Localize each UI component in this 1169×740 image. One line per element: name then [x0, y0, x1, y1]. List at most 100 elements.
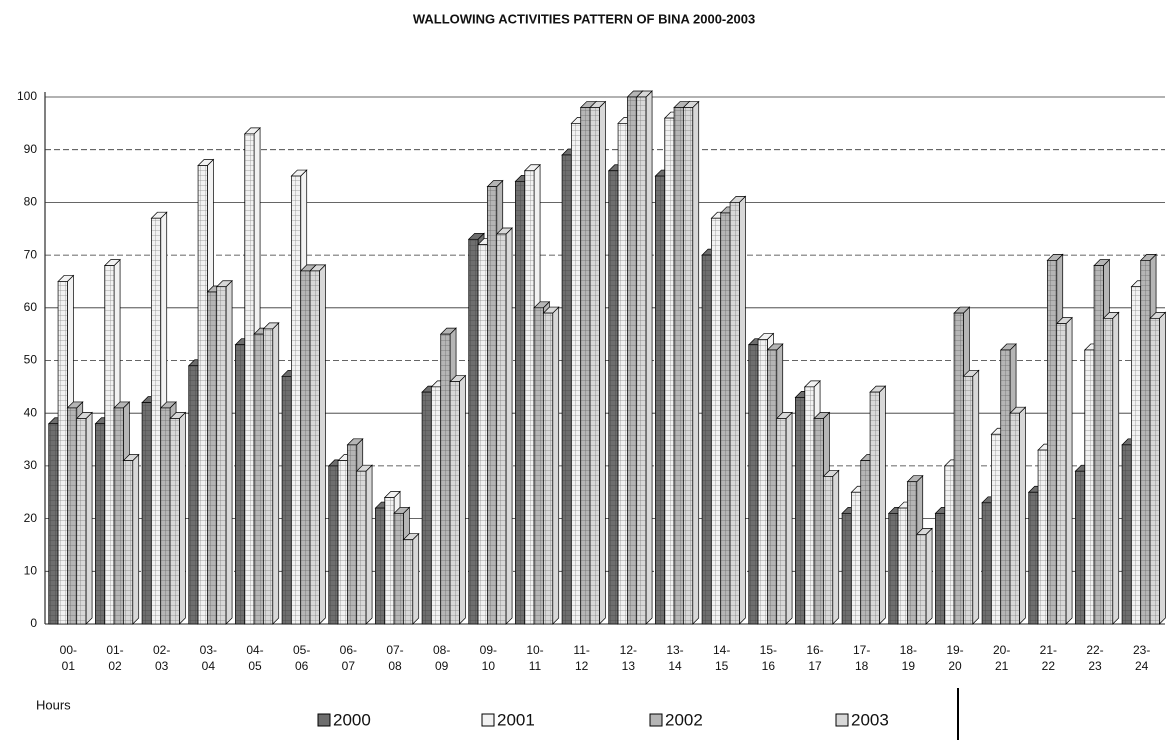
x-tick-label: 06- 07 [339, 643, 357, 673]
y-tick-label: 10 [24, 563, 38, 577]
bar-texture [664, 118, 675, 624]
y-tick-label: 50 [24, 353, 38, 367]
bar-side [412, 532, 420, 625]
bar-texture [468, 239, 479, 625]
bar-side [459, 374, 466, 625]
legend-swatch [481, 713, 495, 727]
bar-texture [795, 397, 805, 624]
bar-side [645, 90, 653, 625]
bar-side [225, 279, 233, 625]
x-tick-label: 22- 23 [1086, 643, 1104, 673]
x-tick-label: 19- 20 [946, 643, 964, 673]
bar-texture [356, 471, 367, 624]
bar-texture [1038, 450, 1048, 624]
legend-label: 2002 [665, 710, 703, 729]
bar-side [85, 411, 93, 625]
x-tick-label: 02- 03 [152, 643, 171, 673]
bar-texture [198, 165, 208, 624]
bar-texture [758, 339, 768, 624]
bar-side [179, 411, 186, 625]
bar-texture [244, 133, 255, 624]
bar-texture [944, 465, 955, 624]
bar-texture [608, 170, 619, 624]
bar-texture [67, 407, 77, 624]
x-tick-label: 14- 15 [712, 643, 731, 673]
bar-texture [1000, 349, 1011, 624]
x-tick-label: 15- 16 [759, 643, 777, 673]
x-tick-label: 11- 12 [573, 643, 590, 673]
bar-texture [907, 481, 917, 624]
bar-texture [422, 392, 432, 624]
bar-side [832, 469, 840, 625]
bar-texture [496, 234, 507, 624]
bar-side [785, 411, 793, 625]
bar-texture [216, 286, 227, 624]
y-tick-label: 100 [17, 89, 37, 103]
bar-side [272, 322, 280, 625]
y-tick-label: 70 [24, 247, 38, 261]
x-tick-label: 23- 24 [1132, 643, 1151, 673]
x-tick-label: 05- 06 [292, 643, 311, 673]
bar-texture [730, 202, 740, 624]
bar-texture [683, 107, 693, 625]
bar-texture [394, 513, 404, 624]
bar-texture [170, 418, 180, 624]
bar-texture [627, 97, 637, 624]
bar-texture [403, 539, 413, 624]
bar-texture [720, 212, 731, 624]
x-tick-label: 17- 18 [852, 643, 871, 673]
bar-texture [384, 497, 395, 624]
legend-label: 2001 [497, 710, 535, 729]
bar-texture [95, 423, 105, 624]
bar-side [739, 195, 746, 625]
bar-texture [823, 476, 833, 624]
bar-side [319, 264, 326, 625]
legend-label: 2003 [851, 710, 889, 729]
bar-texture [571, 123, 581, 624]
bar-texture [1010, 413, 1020, 624]
bar-texture [300, 270, 311, 624]
bar-texture [804, 386, 815, 624]
x-tick-label: 18- 19 [899, 643, 917, 673]
bar-texture [1150, 318, 1160, 624]
bar-texture [814, 418, 824, 624]
bar-texture [487, 186, 497, 624]
bar-texture [935, 513, 945, 624]
bar-texture [1047, 260, 1057, 624]
x-tick-label: 20- 21 [992, 643, 1011, 673]
bar-texture [1131, 286, 1141, 624]
y-tick-label: 0 [30, 616, 37, 630]
y-tick-label: 20 [24, 511, 38, 525]
bar-texture [291, 176, 301, 625]
bar-texture [478, 244, 488, 624]
bar-texture [543, 313, 553, 624]
bar-texture [1103, 318, 1113, 624]
bar-side [365, 464, 373, 625]
bar-texture [76, 418, 87, 624]
bar-side [972, 369, 980, 625]
bar-texture [982, 502, 992, 624]
bar-texture [954, 313, 964, 624]
legend-swatch [835, 713, 849, 727]
bar-texture [851, 492, 861, 624]
bar-texture [534, 307, 544, 624]
bar-texture [655, 176, 665, 625]
bar-texture [235, 344, 245, 624]
bar-texture [636, 97, 647, 624]
bar-texture [590, 107, 600, 625]
bar-texture [842, 513, 852, 624]
bar-texture [580, 107, 591, 625]
bar-texture [450, 381, 460, 624]
bar-texture [207, 291, 217, 624]
x-tick-label: 12- 13 [619, 643, 637, 673]
bar-side [599, 100, 606, 625]
bar-texture [347, 444, 357, 624]
bar-texture [58, 281, 68, 624]
bar-texture [916, 534, 927, 624]
bar-texture [711, 218, 721, 624]
y-tick-label: 90 [24, 142, 38, 156]
bar-texture [160, 407, 171, 624]
bar-side [1065, 316, 1073, 625]
